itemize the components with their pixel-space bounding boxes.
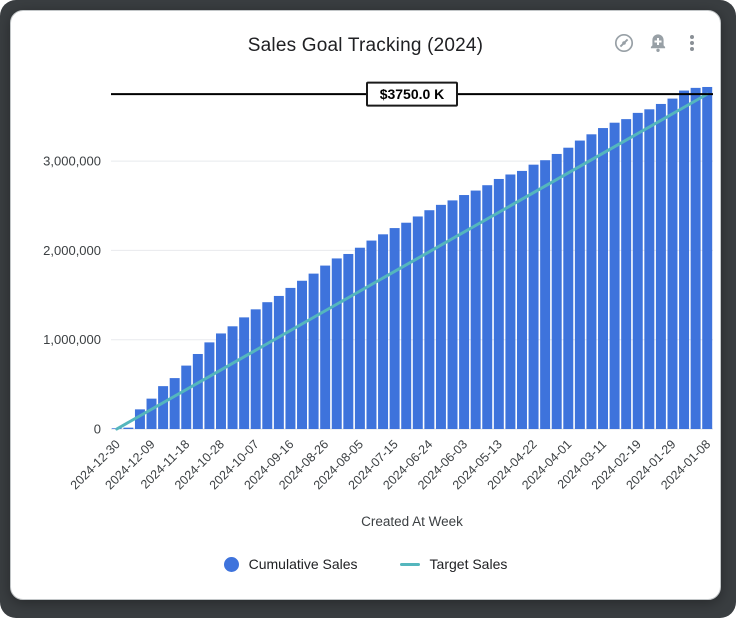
bar-2024-05-13[interactable] — [493, 178, 504, 429]
bar-2024-08-19[interactable] — [331, 258, 342, 429]
bar-2024-04-01[interactable] — [563, 147, 574, 429]
bar-2024-05-27[interactable] — [470, 190, 481, 429]
bar-2024-03-11[interactable] — [598, 128, 609, 429]
bar-2024-12-16[interactable] — [134, 409, 145, 429]
bar-2024-11-25[interactable] — [169, 378, 180, 429]
bar-2024-07-29[interactable] — [366, 240, 377, 429]
goal-label-box — [366, 81, 458, 107]
bar-2024-12-09[interactable] — [146, 398, 157, 429]
bar-2024-09-23[interactable] — [273, 295, 284, 429]
bar-2024-05-20[interactable] — [482, 185, 493, 429]
menu-button[interactable] — [680, 31, 704, 55]
bar-2024-06-10[interactable] — [447, 200, 458, 429]
bar-2024-03-04[interactable] — [609, 122, 620, 430]
bar-2024-09-16[interactable] — [285, 287, 296, 429]
bar-2024-07-08[interactable] — [401, 222, 412, 429]
bar-2024-08-12[interactable] — [343, 253, 354, 429]
bar-2024-03-18[interactable] — [586, 134, 597, 429]
bar-2024-10-14[interactable] — [239, 317, 250, 429]
bar-2024-09-09[interactable] — [297, 280, 308, 429]
bar-2024-07-15[interactable] — [389, 228, 400, 429]
bar-2024-09-30[interactable] — [262, 302, 273, 429]
x-axis-title: Created At Week — [361, 514, 463, 529]
legend-label: Cumulative Sales — [248, 556, 358, 572]
legend-label: Target Sales — [429, 556, 508, 572]
chart-area: 0 1,000,000 2,000,000 3,000,000 $3750.0 K 202… — [11, 71, 720, 571]
bar-2024-09-02[interactable] — [308, 273, 319, 429]
bars-group — [111, 86, 713, 430]
alert-bell-add-icon — [650, 34, 666, 52]
title-row: Sales Goal Tracking (2024) — [11, 35, 720, 57]
legend: Cumulative Sales Target Sales — [11, 556, 720, 572]
bar-2024-11-18[interactable] — [181, 365, 192, 429]
bar-2024-02-19[interactable] — [632, 112, 643, 430]
bar-2024-08-26[interactable] — [320, 265, 331, 429]
y-tick-label: 3,000,000 — [43, 154, 101, 169]
y-tick-label: 0 — [94, 422, 101, 437]
chart-card: Sales Goal Tracking (2024) — [10, 10, 721, 600]
alert-button[interactable] — [646, 31, 670, 55]
bar-2024-01-15[interactable] — [690, 87, 701, 430]
bar-2024-10-07[interactable] — [250, 309, 261, 429]
bar-2024-11-04[interactable] — [204, 342, 215, 429]
bar-2024-01-08[interactable] — [702, 86, 713, 429]
bar-2024-04-08[interactable] — [551, 153, 562, 429]
bar-2024-10-28[interactable] — [215, 333, 226, 429]
bar-2024-10-21[interactable] — [227, 326, 238, 429]
bar-2024-07-22[interactable] — [378, 234, 389, 429]
bar-2024-06-24[interactable] — [424, 210, 435, 429]
bar-2024-08-05[interactable] — [354, 247, 365, 429]
goal-label: $3750.0 K — [380, 86, 445, 102]
bar-2024-07-01[interactable] — [412, 216, 423, 429]
kebab-menu-icon — [690, 35, 694, 51]
bar-2024-02-05[interactable] — [655, 103, 666, 429]
target-line — [115, 92, 709, 431]
bar-2024-04-29[interactable] — [516, 170, 527, 429]
bar-2024-04-15[interactable] — [540, 160, 551, 429]
y-tick-label: 1,000,000 — [43, 332, 101, 347]
bar-2024-06-17[interactable] — [435, 204, 446, 429]
bar-2024-12-23[interactable] — [123, 427, 134, 429]
cumulative-sales-swatch — [223, 556, 239, 572]
bar-2024-04-22[interactable] — [528, 164, 539, 429]
bar-2024-06-03[interactable] — [459, 195, 470, 429]
bar-2024-05-06[interactable] — [505, 174, 516, 429]
y-tick-label: 2,000,000 — [43, 243, 101, 258]
bar-2024-11-11[interactable] — [192, 353, 203, 429]
target-sales-swatch — [399, 562, 420, 566]
legend-item-target-sales[interactable]: Target Sales — [399, 556, 508, 572]
explore-button[interactable] — [612, 31, 636, 55]
bar-2024-01-29[interactable] — [667, 98, 678, 429]
bar-2024-02-26[interactable] — [621, 119, 632, 429]
bar-2024-02-12[interactable] — [644, 109, 655, 429]
bar-2024-01-22[interactable] — [679, 90, 690, 429]
bar-2024-12-02[interactable] — [158, 386, 169, 429]
legend-item-cumulative-sales[interactable]: Cumulative Sales — [223, 556, 358, 572]
bar-2024-03-25[interactable] — [574, 140, 585, 429]
explore-compass-icon — [614, 33, 634, 53]
header-actions — [612, 31, 704, 55]
chart-title: Sales Goal Tracking (2024) — [247, 35, 484, 56]
